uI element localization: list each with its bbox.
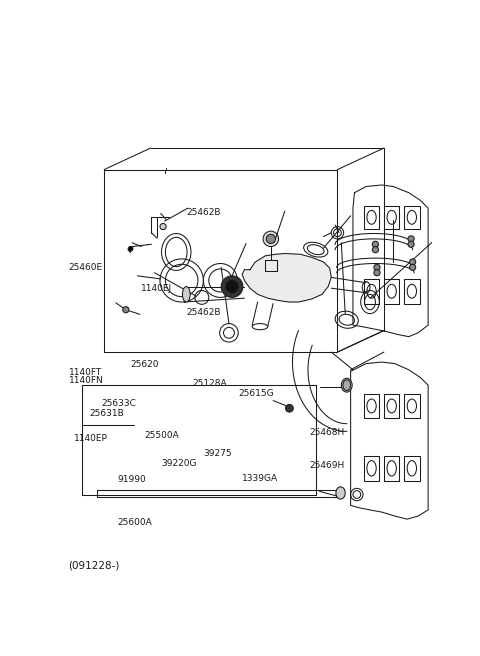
Bar (364, 394, 379, 417)
Circle shape (266, 234, 276, 243)
Bar (404, 394, 420, 417)
Text: 25620: 25620 (130, 359, 158, 369)
Text: 25460E: 25460E (68, 263, 102, 272)
Text: (091228-): (091228-) (68, 561, 120, 571)
Bar (404, 456, 420, 481)
Circle shape (160, 224, 166, 230)
Circle shape (286, 405, 293, 412)
Ellipse shape (343, 380, 350, 390)
Circle shape (374, 270, 380, 276)
Text: 25462B: 25462B (186, 308, 221, 317)
Circle shape (409, 264, 416, 270)
Text: 39220G: 39220G (161, 459, 197, 468)
Circle shape (408, 236, 414, 242)
Circle shape (128, 247, 133, 251)
Circle shape (123, 306, 129, 313)
Text: 91990: 91990 (118, 475, 146, 483)
Text: 25633C: 25633C (102, 399, 136, 408)
Bar (364, 279, 379, 304)
Bar (384, 394, 399, 417)
Text: 25128A: 25128A (192, 379, 227, 388)
Ellipse shape (182, 287, 190, 302)
Circle shape (372, 241, 379, 247)
Bar (364, 206, 379, 229)
Bar (384, 279, 399, 304)
Text: 1140FN: 1140FN (69, 377, 104, 385)
Bar (404, 279, 420, 304)
Circle shape (372, 247, 379, 253)
Text: 25600A: 25600A (118, 518, 153, 527)
Text: 25468H: 25468H (309, 428, 345, 437)
Circle shape (408, 241, 414, 247)
Circle shape (374, 264, 380, 270)
Circle shape (263, 231, 278, 247)
Bar (404, 206, 420, 229)
Ellipse shape (336, 487, 345, 499)
Circle shape (409, 259, 416, 265)
Text: 1339GA: 1339GA (241, 474, 277, 483)
Text: 25631B: 25631B (90, 409, 124, 418)
Text: 1140EJ: 1140EJ (141, 284, 172, 293)
Polygon shape (242, 253, 331, 302)
Bar (364, 456, 379, 481)
Text: 25462B: 25462B (186, 207, 221, 216)
Circle shape (226, 281, 238, 293)
Text: 39275: 39275 (203, 449, 232, 458)
Ellipse shape (341, 379, 352, 392)
Text: 25615G: 25615G (239, 390, 274, 398)
Text: 1140FT: 1140FT (69, 368, 103, 377)
Text: 25500A: 25500A (145, 431, 180, 440)
Circle shape (221, 276, 243, 297)
Text: 25469H: 25469H (309, 461, 345, 470)
Bar (384, 456, 399, 481)
Bar (384, 206, 399, 229)
Text: 1140EP: 1140EP (74, 434, 108, 443)
